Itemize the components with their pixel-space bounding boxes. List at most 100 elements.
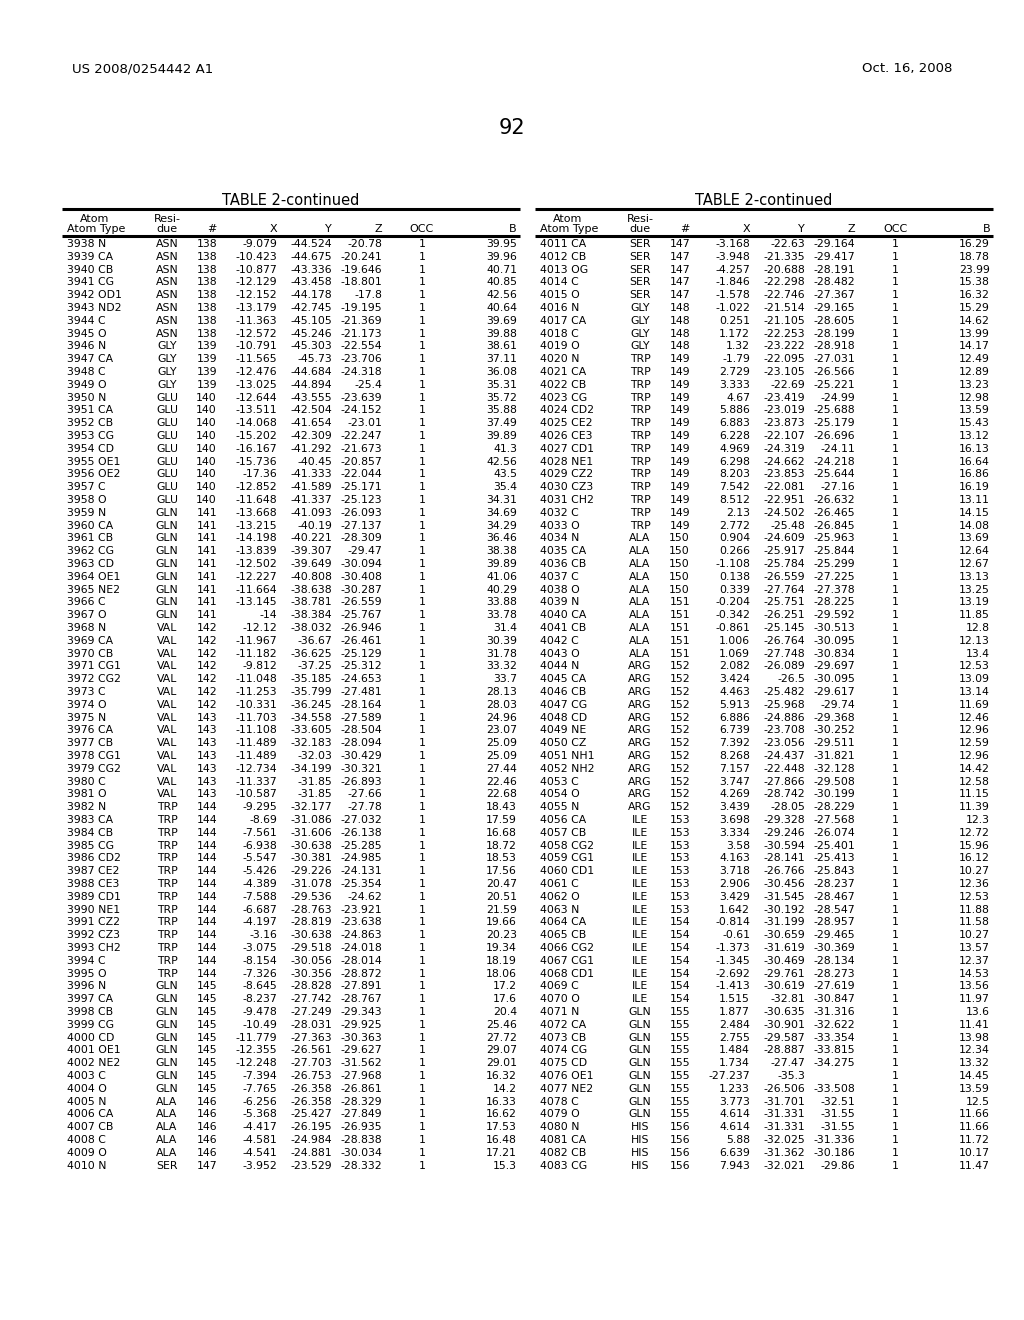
Text: ALA: ALA [630,598,650,607]
Text: -25.413: -25.413 [813,854,855,863]
Text: 33.78: 33.78 [486,610,517,620]
Text: due: due [630,224,650,234]
Text: 144: 144 [197,814,217,825]
Text: 12.3: 12.3 [966,814,990,825]
Text: -8.645: -8.645 [243,981,278,991]
Text: 13.99: 13.99 [959,329,990,339]
Text: TRP: TRP [630,405,650,416]
Text: -27.378: -27.378 [813,585,855,594]
Text: 1: 1 [419,239,425,249]
Text: 149: 149 [670,367,690,378]
Text: 140: 140 [197,392,217,403]
Text: GLY: GLY [630,315,650,326]
Text: 14.62: 14.62 [959,315,990,326]
Text: 40.29: 40.29 [486,585,517,594]
Text: 16.62: 16.62 [486,1109,517,1119]
Text: 145: 145 [197,1020,217,1030]
Text: 11.97: 11.97 [959,994,990,1005]
Text: ALA: ALA [630,648,650,659]
Text: GLN: GLN [156,1020,178,1030]
Text: 12.53: 12.53 [959,892,990,902]
Text: 6.739: 6.739 [719,726,750,735]
Text: 41.06: 41.06 [486,572,517,582]
Text: ASN: ASN [156,264,178,275]
Text: GLY: GLY [630,329,650,339]
Text: -23.056: -23.056 [763,738,805,748]
Text: ILE: ILE [632,994,648,1005]
Text: ILE: ILE [632,866,648,876]
Text: 15.43: 15.43 [959,418,990,428]
Text: 35.72: 35.72 [486,392,517,403]
Text: TRP: TRP [157,803,177,812]
Text: 22.68: 22.68 [486,789,517,800]
Text: 11.85: 11.85 [959,610,990,620]
Text: -23.529: -23.529 [291,1160,332,1171]
Text: -30.429: -30.429 [340,751,382,762]
Text: -37.25: -37.25 [297,661,332,672]
Text: ALA: ALA [157,1148,178,1158]
Text: -28.225: -28.225 [813,598,855,607]
Text: 3972 CG2: 3972 CG2 [67,675,121,684]
Text: 138: 138 [197,304,217,313]
Text: 16.48: 16.48 [486,1135,517,1144]
Text: 144: 144 [197,854,217,863]
Text: 1: 1 [892,969,898,978]
Text: ILE: ILE [632,942,648,953]
Text: 3985 CG: 3985 CG [67,841,114,850]
Text: 37.49: 37.49 [486,418,517,428]
Text: 3997 CA: 3997 CA [67,994,113,1005]
Text: 153: 153 [670,814,690,825]
Text: -27.78: -27.78 [347,803,382,812]
Text: 40.64: 40.64 [486,304,517,313]
Text: 1: 1 [419,1160,425,1171]
Text: -43.458: -43.458 [291,277,332,288]
Text: -25.221: -25.221 [813,380,855,389]
Text: 4023 CG: 4023 CG [540,392,587,403]
Text: 4039 N: 4039 N [540,598,580,607]
Text: 39.89: 39.89 [486,558,517,569]
Text: GLN: GLN [156,546,178,556]
Text: -29.587: -29.587 [763,1032,805,1043]
Text: 143: 143 [197,713,217,722]
Text: 144: 144 [197,879,217,888]
Text: 155: 155 [670,1032,690,1043]
Text: 2.755: 2.755 [719,1032,750,1043]
Text: -28.767: -28.767 [340,994,382,1005]
Text: -27.568: -27.568 [813,814,855,825]
Text: -22.081: -22.081 [763,482,805,492]
Text: 1: 1 [892,661,898,672]
Text: B: B [982,224,990,234]
Text: 149: 149 [670,432,690,441]
Text: 4051 NH1: 4051 NH1 [540,751,595,762]
Text: 145: 145 [197,1071,217,1081]
Text: 1: 1 [419,854,425,863]
Text: 148: 148 [670,304,690,313]
Text: -27.703: -27.703 [290,1059,332,1068]
Text: TRP: TRP [157,854,177,863]
Text: -22.69: -22.69 [770,380,805,389]
Text: 3959 N: 3959 N [67,508,106,517]
Text: 4018 C: 4018 C [540,329,579,339]
Text: 4016 N: 4016 N [540,304,580,313]
Text: -28.957: -28.957 [813,917,855,928]
Text: 1: 1 [419,931,425,940]
Text: 16.13: 16.13 [959,444,990,454]
Text: -30.321: -30.321 [340,764,382,774]
Text: 1: 1 [892,854,898,863]
Text: 4053 C: 4053 C [540,776,579,787]
Text: -26.753: -26.753 [291,1071,332,1081]
Text: -13.215: -13.215 [236,520,278,531]
Text: 138: 138 [197,239,217,249]
Text: 1: 1 [892,726,898,735]
Text: -28.918: -28.918 [813,342,855,351]
Text: -11.967: -11.967 [236,636,278,645]
Text: -26.935: -26.935 [340,1122,382,1133]
Text: 150: 150 [670,585,690,594]
Text: -23.853: -23.853 [763,470,805,479]
Text: -11.489: -11.489 [236,751,278,762]
Text: -26.946: -26.946 [340,623,382,634]
Text: 41.3: 41.3 [493,444,517,454]
Text: 3979 CG2: 3979 CG2 [67,764,121,774]
Text: 138: 138 [197,290,217,300]
Text: -29.165: -29.165 [813,304,855,313]
